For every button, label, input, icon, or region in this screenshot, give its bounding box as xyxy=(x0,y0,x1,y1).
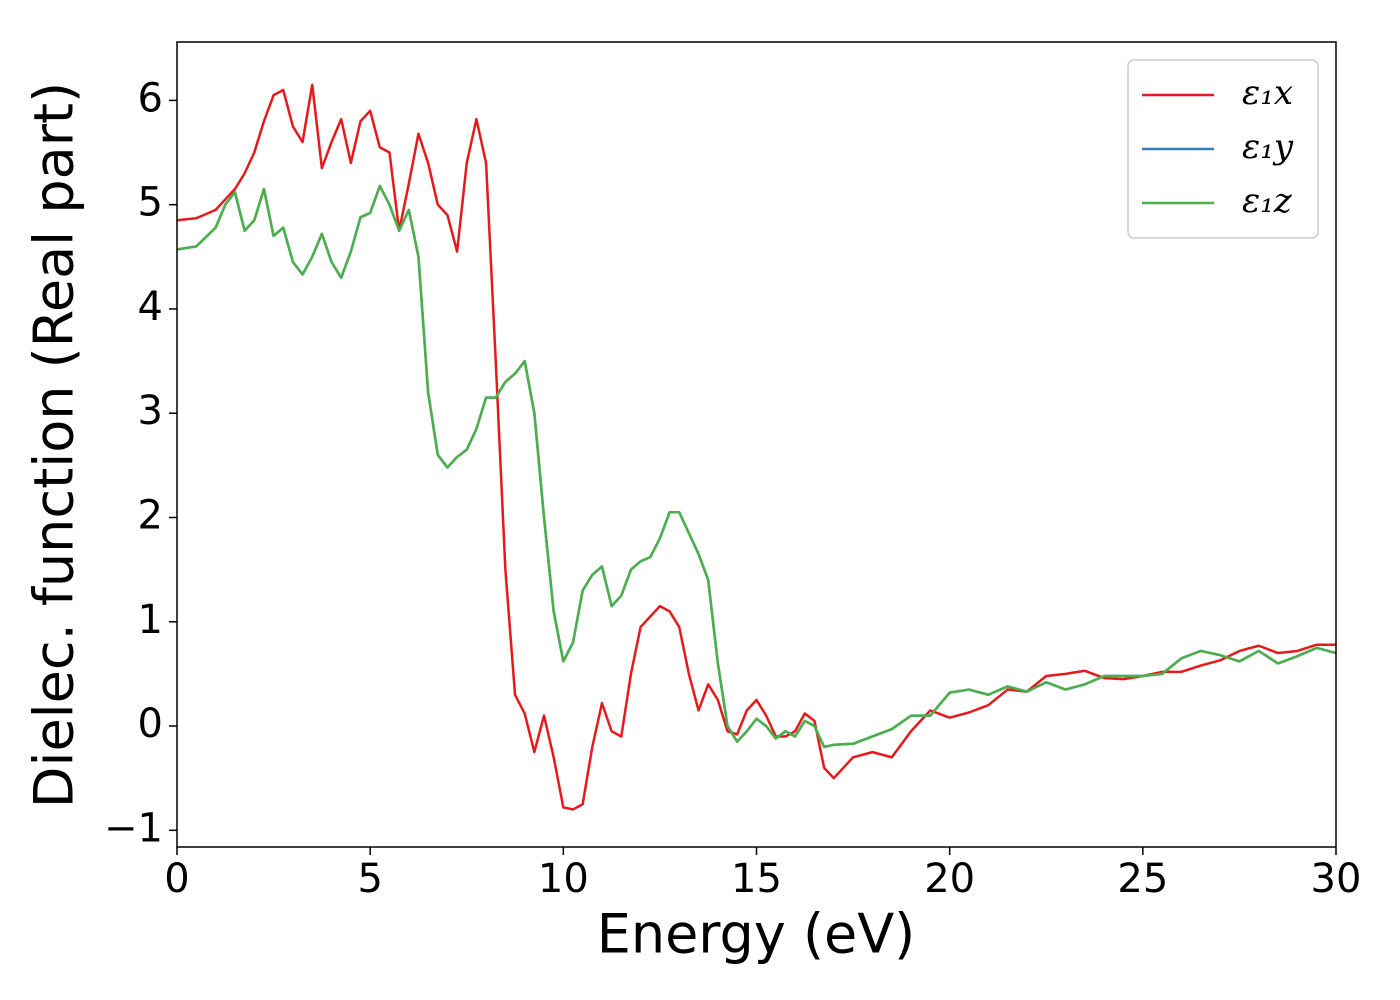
y-tick-label: 6 xyxy=(138,75,163,121)
x-tick-label: 30 xyxy=(1311,856,1362,902)
x-tick-label: 25 xyxy=(1117,856,1168,902)
x-axis-label: Energy (eV) xyxy=(597,903,916,966)
x-tick-label: 0 xyxy=(164,856,189,902)
y-tick-label: −1 xyxy=(104,805,163,851)
y-tick-label: 2 xyxy=(138,492,163,538)
x-tick-label: 15 xyxy=(731,856,782,902)
legend-label: ε₁z xyxy=(1242,181,1293,221)
y-tick-label: 3 xyxy=(138,388,163,434)
x-tick-label: 10 xyxy=(538,856,589,902)
series-line xyxy=(177,83,1336,811)
y-tick-label: 0 xyxy=(138,701,163,747)
x-tick-label: 20 xyxy=(924,856,975,902)
y-tick-label: 5 xyxy=(138,180,163,226)
series-line xyxy=(177,184,1336,749)
plot-frame xyxy=(176,41,1337,848)
x-tick-label: 5 xyxy=(357,856,382,902)
legend-label: ε₁x xyxy=(1242,73,1293,113)
y-tick-label: 1 xyxy=(138,597,163,643)
y-axis-label: Dielec. function (Real part) xyxy=(23,82,86,808)
series-line xyxy=(177,184,1336,749)
legend-label: ε₁y xyxy=(1242,127,1294,167)
legend-box xyxy=(1127,59,1319,239)
y-tick-label: 4 xyxy=(138,284,163,330)
